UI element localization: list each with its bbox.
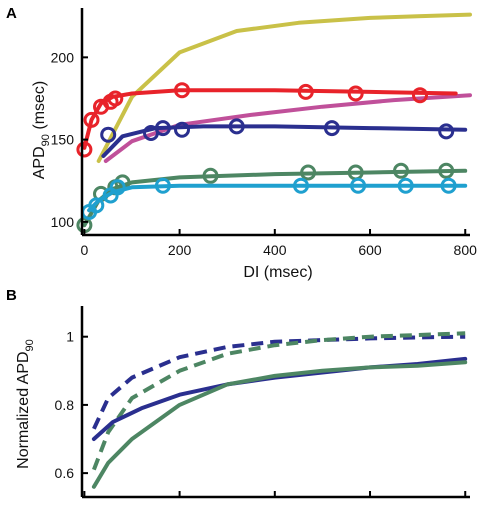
panel-b-series-0-line: [92, 334, 466, 430]
panel-b-series-3-line: [91, 360, 468, 489]
panel-a-series-5-point: [88, 197, 105, 214]
panel-a-y-tick-label: 100: [51, 214, 75, 230]
panel-a-series-2-point: [107, 90, 124, 107]
panel-a-x-tick-label: 800: [454, 242, 478, 258]
panel-a-series-5-point: [350, 177, 367, 194]
panel-a-xlabel: DI (msec): [243, 264, 312, 281]
panel-a-series-5-point: [154, 177, 171, 194]
panel-a-axes: 0 200 400 600 800 100 150 200: [51, 8, 477, 258]
panel-a-y-tick-label: 200: [51, 49, 75, 65]
panel-b-axes: 0.6 0.8 1: [55, 306, 470, 499]
panel-a-series-2-point: [76, 141, 93, 158]
panel-a-series-2-point: [297, 83, 314, 100]
panel-a-series-3-point: [174, 121, 190, 138]
panel-b-series-1-line: [92, 331, 466, 471]
panel-a-marks: [76, 12, 472, 234]
panel-a-series-4-point: [202, 167, 219, 184]
panel-b-y-tick-label: 0.6: [55, 465, 75, 481]
panel-a-x-tick-label: 0: [80, 242, 88, 258]
panel-a-x-tick-label: 200: [168, 242, 192, 258]
panel-a-series-3-point: [100, 126, 117, 143]
panel-a-series-3-point: [323, 120, 340, 137]
panel-a-series-1-line: [103, 93, 472, 163]
panel-b-ylabel: Normalized APD90: [15, 339, 36, 469]
panel-a-series-2-point: [174, 82, 190, 99]
panel-a-series-5-point: [109, 179, 126, 196]
panel-a-ylabel-unit: (msec): [31, 81, 48, 134]
panel-b-label: B: [6, 287, 17, 304]
panel-a-series-5-point: [440, 177, 457, 194]
panel-a-label: A: [6, 5, 17, 22]
panel-a-series-3-point: [438, 123, 455, 140]
panel-b-y-tick-label: 0.8: [55, 397, 75, 413]
panel-b-ylabel-main: Normalized APD: [15, 351, 32, 468]
panel-a-series-0-line: [96, 12, 472, 163]
panel-a-series-2-point: [412, 87, 428, 104]
panel-a: A 0 200 400 600 800 100 150 200 DI (msec) APD90…: [6, 5, 477, 281]
panel-a-series-2-point: [83, 111, 100, 128]
panel-a-series-4-point: [300, 164, 317, 181]
panel-b-marks: [91, 331, 468, 489]
panel-a-series-2-point: [347, 85, 364, 102]
panel-b: B 0.6 0.8 1 Normalized APD90: [6, 287, 470, 499]
panel-a-ylabel-sub: 90: [40, 134, 52, 146]
panel-a-x-tick-label: 600: [358, 242, 382, 258]
panel-a-series-5-point: [397, 177, 414, 194]
panel-a-series-4-point: [438, 162, 455, 179]
panel-a-y-tick-label: 150: [51, 132, 75, 148]
panel-a-series-5-point: [293, 177, 309, 194]
panel-b-ylabel-sub: 90: [24, 339, 36, 351]
panel-a-series-5-line: [87, 183, 468, 213]
panel-a-ylabel-main: APD: [31, 146, 48, 179]
panel-a-x-tick-label: 400: [263, 242, 287, 258]
panel-a-series-4-point: [393, 162, 409, 179]
panel-b-y-tick-label: 1: [66, 329, 74, 345]
panel-a-series-3-point: [228, 118, 245, 135]
panel-a-series-3-line: [101, 124, 468, 158]
panel-a-series-3-point: [154, 120, 171, 137]
panel-a-ylabel: APD90 (msec): [31, 81, 52, 179]
